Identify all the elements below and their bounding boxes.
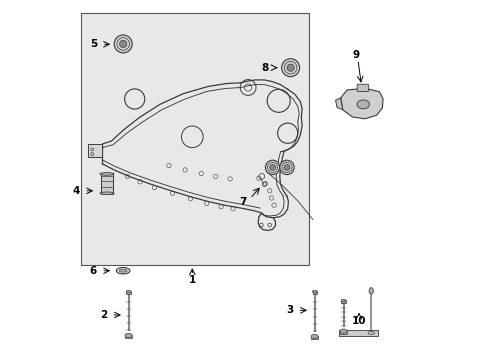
FancyBboxPatch shape [81, 13, 309, 265]
FancyBboxPatch shape [338, 330, 377, 336]
Text: 7: 7 [239, 197, 246, 207]
Ellipse shape [100, 192, 114, 195]
FancyBboxPatch shape [310, 336, 318, 339]
Circle shape [120, 40, 126, 48]
Text: 5: 5 [90, 39, 98, 49]
Ellipse shape [100, 172, 114, 175]
Text: 10: 10 [351, 316, 366, 326]
Ellipse shape [368, 288, 373, 294]
FancyBboxPatch shape [341, 300, 345, 303]
FancyBboxPatch shape [312, 291, 316, 294]
FancyBboxPatch shape [101, 173, 113, 194]
Ellipse shape [310, 334, 318, 339]
FancyBboxPatch shape [88, 144, 102, 157]
Text: 2: 2 [100, 310, 107, 320]
Text: 6: 6 [89, 266, 97, 276]
Text: 8: 8 [261, 63, 268, 73]
Ellipse shape [116, 267, 130, 274]
Ellipse shape [119, 269, 127, 272]
FancyBboxPatch shape [125, 335, 132, 338]
FancyBboxPatch shape [339, 330, 346, 334]
Polygon shape [335, 98, 342, 110]
Circle shape [279, 160, 294, 175]
Ellipse shape [125, 333, 132, 338]
Text: 9: 9 [352, 50, 359, 60]
Ellipse shape [367, 331, 374, 335]
Circle shape [284, 165, 289, 170]
Ellipse shape [356, 100, 369, 109]
Text: 4: 4 [72, 186, 80, 196]
Circle shape [114, 35, 132, 53]
Text: 3: 3 [285, 305, 292, 315]
Ellipse shape [341, 300, 345, 302]
Polygon shape [340, 88, 382, 119]
Circle shape [281, 59, 299, 77]
Circle shape [269, 165, 275, 170]
FancyBboxPatch shape [356, 84, 368, 91]
Ellipse shape [312, 290, 316, 293]
Ellipse shape [339, 329, 346, 333]
Circle shape [265, 160, 279, 175]
FancyBboxPatch shape [126, 291, 130, 294]
Circle shape [286, 64, 294, 71]
Ellipse shape [126, 290, 131, 293]
Text: 1: 1 [188, 275, 196, 285]
